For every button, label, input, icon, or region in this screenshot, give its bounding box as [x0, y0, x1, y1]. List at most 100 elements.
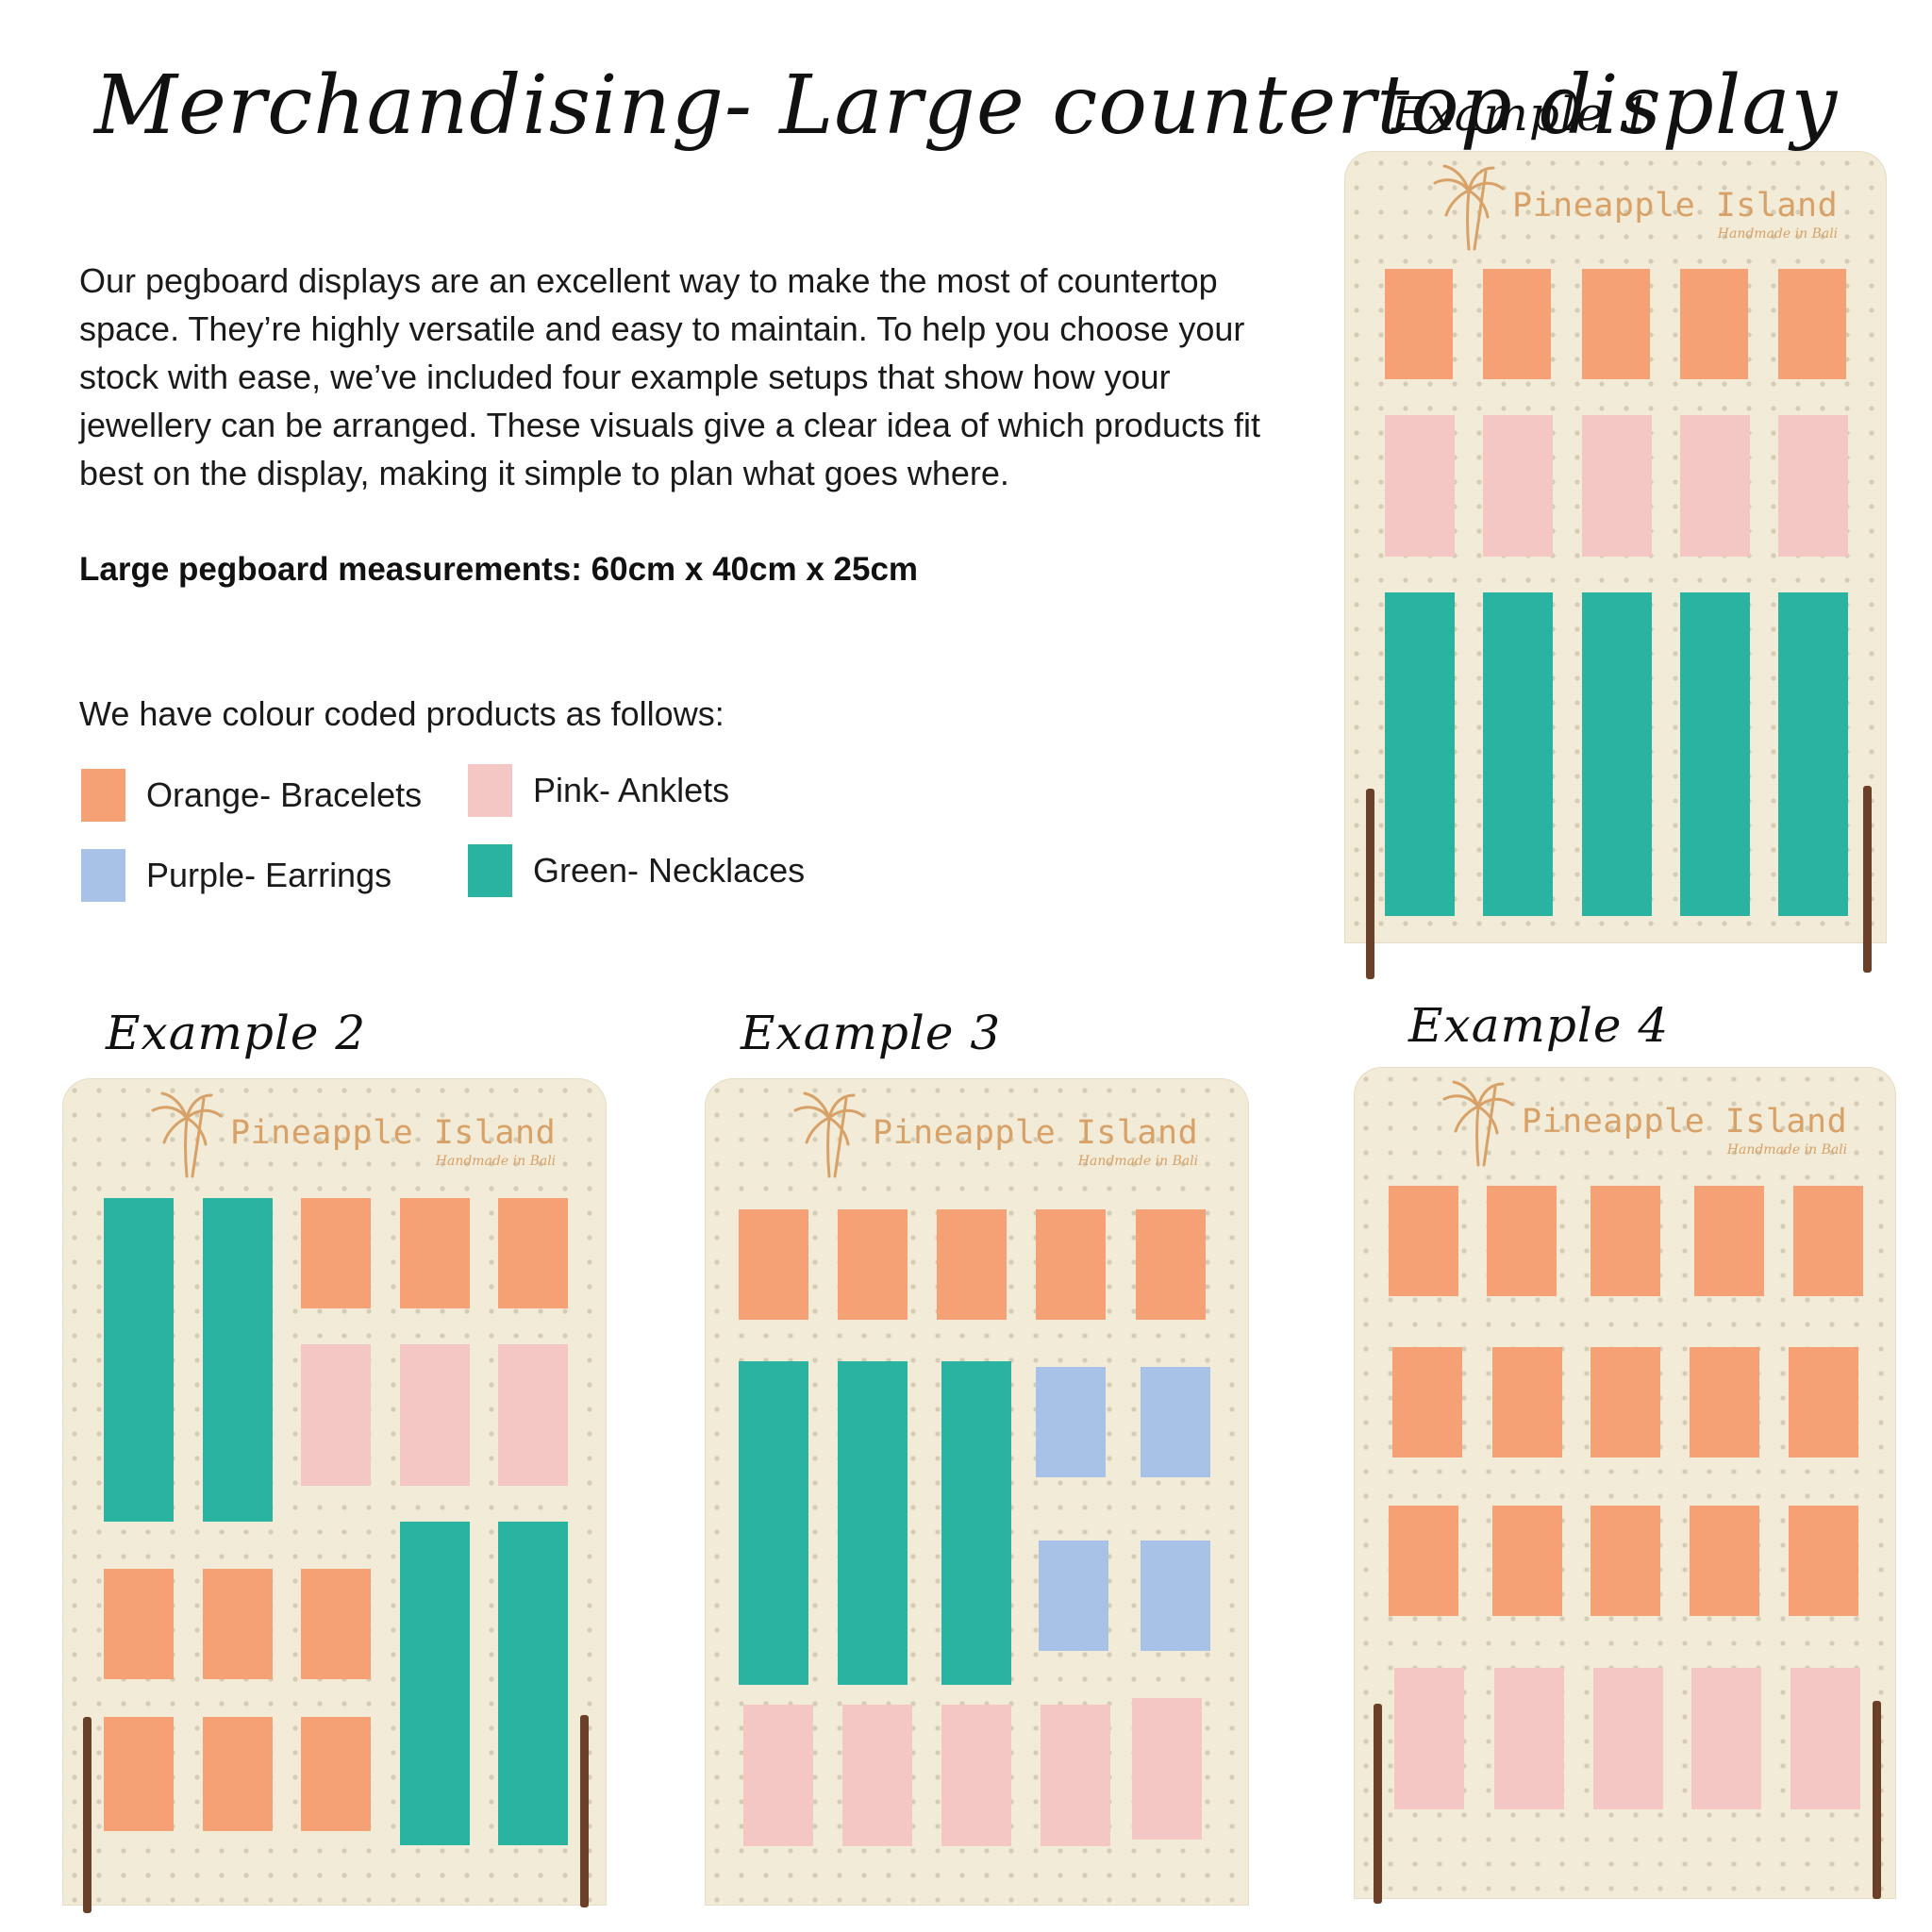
slot-necklace [941, 1361, 1011, 1685]
slot-anklet [1394, 1668, 1464, 1809]
board-stand [1863, 786, 1872, 973]
slot-bracelet [937, 1209, 1007, 1320]
slot-anklet [301, 1344, 371, 1486]
legend-label: Pink- Anklets [533, 771, 730, 809]
palm-tree-icon [1433, 164, 1505, 251]
intro-paragraph: Our pegboard displays are an excellent w… [79, 261, 1261, 492]
slot-bracelet [104, 1717, 174, 1831]
board-stand [83, 1717, 92, 1913]
example-4-label: Example 4 [1408, 998, 1670, 1053]
slot-bracelet [1492, 1347, 1562, 1457]
example-3-label: Example 3 [741, 1006, 1002, 1060]
legend-swatch-green [468, 844, 512, 897]
legend-intro: We have colour coded products as follows… [79, 694, 724, 733]
slot-bracelet [104, 1569, 174, 1679]
slot-anklet [1593, 1668, 1663, 1809]
slot-bracelet [1778, 269, 1846, 379]
slot-bracelet [1392, 1347, 1462, 1457]
brand-logo: Pineapple Island Handmade in Bali [1441, 1078, 1847, 1168]
slot-necklace [1385, 592, 1455, 916]
slot-bracelet [1136, 1209, 1206, 1320]
slot-bracelet [301, 1198, 371, 1308]
brand-name: Pineapple Island [1512, 187, 1839, 225]
slot-bracelet [1389, 1506, 1458, 1616]
slot-necklace [400, 1522, 470, 1845]
slot-anklet [1494, 1668, 1564, 1809]
legend-swatch-pink [468, 764, 512, 817]
slot-anklet [842, 1705, 912, 1846]
slot-anklet [743, 1705, 813, 1846]
slot-earring [1141, 1367, 1210, 1477]
slot-anklet [1041, 1705, 1110, 1846]
slot-bracelet [739, 1209, 808, 1320]
brand-logo: Pineapple Island Handmade in Bali [791, 1090, 1198, 1179]
slot-bracelet [203, 1569, 273, 1679]
slot-bracelet [1036, 1209, 1106, 1320]
slot-necklace [498, 1522, 568, 1845]
slot-necklace [838, 1361, 908, 1685]
slot-anklet [1483, 415, 1553, 557]
slot-bracelet [1793, 1186, 1863, 1296]
slot-bracelet [1690, 1347, 1759, 1457]
pegboard-example-1: Pineapple Island Handmade in Bali [1344, 151, 1887, 943]
legend-label: Purple- Earrings [146, 856, 392, 894]
board-stand [1366, 789, 1374, 979]
brand-tagline: Handmade in Bali [1077, 1154, 1199, 1169]
slot-anklet [1778, 415, 1848, 557]
example-1-label: Example 1 [1391, 87, 1653, 142]
palm-tree-icon [793, 1091, 865, 1178]
slot-bracelet [838, 1209, 908, 1320]
slot-bracelet [1492, 1506, 1562, 1616]
slot-anklet [1680, 415, 1750, 557]
slot-bracelet [1789, 1347, 1858, 1457]
pegboard-example-3: Pineapple Island Handmade in Bali [705, 1078, 1249, 1906]
brand-logo: Pineapple Island Handmade in Bali [1431, 162, 1838, 252]
board-stand [1374, 1704, 1382, 1904]
slot-necklace [739, 1361, 808, 1685]
slot-earring [1036, 1367, 1106, 1477]
legend-swatch-purple [81, 849, 125, 902]
slot-bracelet [1385, 269, 1453, 379]
legend-item-purple: Purple- Earrings [81, 849, 391, 902]
slot-anklet [498, 1344, 568, 1486]
slot-necklace [203, 1198, 273, 1522]
example-2-label: Example 2 [106, 1006, 367, 1060]
pegboard-example-4: Pineapple Island Handmade in Bali [1354, 1067, 1896, 1899]
slot-bracelet [1690, 1506, 1759, 1616]
slot-anklet [1691, 1668, 1761, 1809]
slot-bracelet [1389, 1186, 1458, 1296]
legend-swatch-orange [81, 769, 125, 822]
palm-tree-icon [1442, 1080, 1514, 1167]
slot-bracelet [301, 1569, 371, 1679]
page-title: Merchandising- Large countertop display [94, 58, 1839, 153]
slot-bracelet [203, 1717, 273, 1831]
measurements: Large pegboard measurements: 60cm x 40cm… [79, 551, 919, 588]
slot-anklet [1790, 1668, 1860, 1809]
board-stand [580, 1715, 589, 1907]
slot-bracelet [301, 1717, 371, 1831]
slot-necklace [1778, 592, 1848, 916]
slot-anklet [1132, 1698, 1202, 1840]
slot-bracelet [498, 1198, 568, 1308]
slot-bracelet [1591, 1186, 1660, 1296]
slot-earring [1039, 1541, 1108, 1651]
legend-label: Green- Necklaces [533, 851, 806, 890]
brand-logo: Pineapple Island Handmade in Bali [149, 1090, 556, 1179]
slot-bracelet [1680, 269, 1748, 379]
board-stand [1873, 1701, 1881, 1899]
legend-item-pink: Pink- Anklets [468, 764, 729, 817]
brand-tagline: Handmade in Bali [1726, 1142, 1848, 1158]
slot-anklet [1385, 415, 1455, 557]
legend-label: Orange- Bracelets [146, 775, 423, 814]
brand-name: Pineapple Island [873, 1114, 1199, 1152]
slot-bracelet [1582, 269, 1650, 379]
slot-anklet [941, 1705, 1011, 1846]
pegboard-example-2: Pineapple Island Handmade in Bali [62, 1078, 607, 1906]
slot-necklace [1680, 592, 1750, 916]
brand-tagline: Handmade in Bali [1717, 226, 1839, 242]
legend-item-orange: Orange- Bracelets [81, 769, 422, 822]
slot-bracelet [400, 1198, 470, 1308]
slot-bracelet [1487, 1186, 1557, 1296]
slot-earring [1141, 1541, 1210, 1651]
slot-necklace [104, 1198, 174, 1522]
